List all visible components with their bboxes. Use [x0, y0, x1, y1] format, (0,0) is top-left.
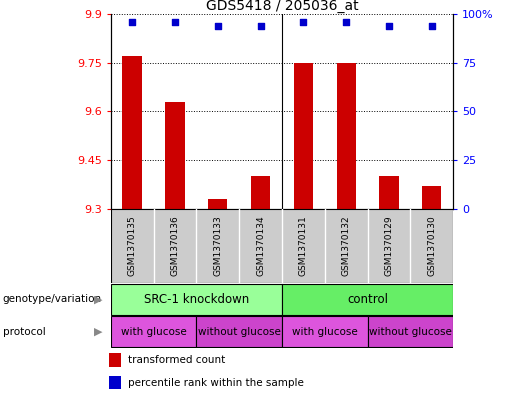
- Text: transformed count: transformed count: [128, 355, 226, 365]
- Point: [256, 23, 265, 29]
- Text: GSM1370131: GSM1370131: [299, 216, 308, 276]
- Text: without glucose: without glucose: [369, 327, 452, 337]
- Bar: [109, 353, 121, 367]
- Bar: [109, 376, 121, 389]
- Bar: [111, 316, 196, 347]
- Bar: [282, 316, 368, 347]
- Point: [214, 23, 222, 29]
- Title: GDS5418 / 205036_at: GDS5418 / 205036_at: [205, 0, 358, 13]
- Text: with glucose: with glucose: [292, 327, 357, 337]
- Text: ▶: ▶: [94, 327, 102, 337]
- Text: GSM1370135: GSM1370135: [128, 216, 136, 276]
- Bar: [208, 199, 228, 209]
- Bar: [294, 63, 313, 209]
- Point: [171, 19, 179, 25]
- Bar: [422, 186, 441, 209]
- Bar: [282, 284, 453, 315]
- Text: protocol: protocol: [3, 327, 45, 337]
- Point: [128, 19, 136, 25]
- Text: control: control: [347, 293, 388, 306]
- Bar: [368, 316, 453, 347]
- Text: GSM1370134: GSM1370134: [256, 216, 265, 276]
- Text: ▶: ▶: [94, 294, 102, 305]
- Text: genotype/variation: genotype/variation: [3, 294, 101, 305]
- Bar: [165, 102, 184, 209]
- Bar: [336, 63, 356, 209]
- Text: without glucose: without glucose: [198, 327, 281, 337]
- Text: SRC-1 knockdown: SRC-1 knockdown: [144, 293, 249, 306]
- Point: [299, 19, 307, 25]
- Point: [385, 23, 393, 29]
- Bar: [196, 316, 282, 347]
- Bar: [123, 56, 142, 209]
- Text: GSM1370136: GSM1370136: [170, 216, 179, 276]
- Text: GSM1370132: GSM1370132: [341, 216, 351, 276]
- Text: percentile rank within the sample: percentile rank within the sample: [128, 378, 304, 387]
- Text: GSM1370133: GSM1370133: [213, 216, 222, 276]
- Bar: [380, 176, 399, 209]
- Text: with glucose: with glucose: [121, 327, 186, 337]
- Point: [427, 23, 436, 29]
- Point: [342, 19, 350, 25]
- Bar: [111, 284, 282, 315]
- Text: GSM1370130: GSM1370130: [427, 216, 436, 276]
- Text: GSM1370129: GSM1370129: [385, 216, 393, 276]
- Bar: [251, 176, 270, 209]
